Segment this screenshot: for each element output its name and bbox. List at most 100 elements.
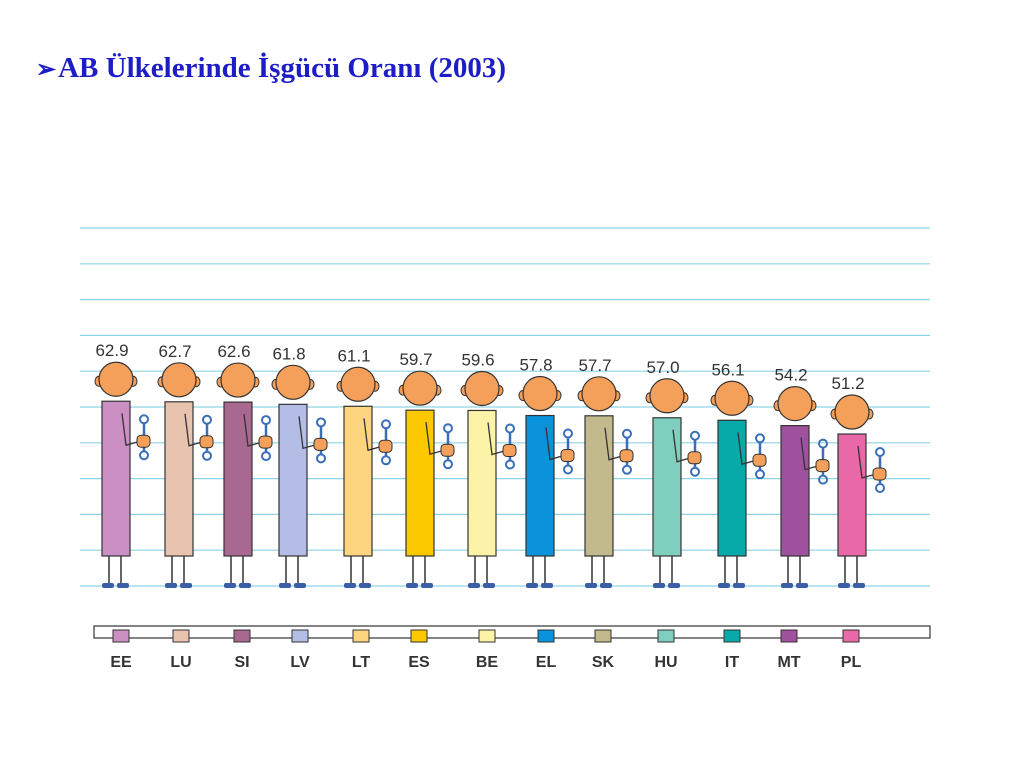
foot bbox=[718, 583, 730, 588]
head bbox=[161, 362, 197, 398]
tick-label: LU bbox=[170, 654, 191, 671]
bar bbox=[525, 414, 555, 557]
chart-legend: EE LU SI LV LT ES BE EL SK HU IT MT PL bbox=[93, 625, 931, 671]
wrench-icon bbox=[875, 483, 885, 493]
wrench-icon bbox=[443, 423, 453, 434]
hand bbox=[313, 437, 328, 451]
data-label: 57.8 bbox=[519, 356, 552, 375]
data-label: 56.1 bbox=[711, 360, 744, 379]
legend-swatch bbox=[410, 629, 428, 643]
wrench-icon bbox=[690, 430, 700, 441]
foot bbox=[653, 583, 665, 588]
hand bbox=[136, 434, 151, 448]
head bbox=[777, 386, 813, 422]
legend-swatch bbox=[723, 629, 741, 643]
hand bbox=[258, 435, 273, 449]
bar bbox=[278, 403, 308, 557]
wrench-icon bbox=[261, 451, 271, 462]
head bbox=[340, 366, 376, 402]
figure-be: 59.6 bbox=[460, 350, 517, 588]
hand bbox=[872, 467, 887, 481]
wrench-icon bbox=[875, 447, 885, 457]
wrench-icon bbox=[690, 466, 700, 477]
head bbox=[98, 361, 134, 397]
wrench-icon bbox=[261, 415, 271, 426]
hand bbox=[619, 449, 634, 463]
bar bbox=[164, 401, 194, 557]
foot bbox=[853, 583, 865, 588]
page-title-text: AB Ülkelerinde İşgücü Oranı (2003) bbox=[58, 52, 507, 84]
legend-swatch bbox=[478, 629, 496, 643]
wrench-icon bbox=[563, 428, 573, 439]
legend-swatch bbox=[780, 629, 798, 643]
foot bbox=[117, 583, 129, 588]
head bbox=[581, 376, 617, 412]
head bbox=[714, 380, 750, 416]
tick-label: LT bbox=[352, 654, 371, 671]
arm bbox=[857, 445, 877, 479]
arm bbox=[298, 416, 318, 450]
data-label: 62.6 bbox=[217, 342, 250, 361]
bar bbox=[467, 409, 497, 557]
foot bbox=[344, 583, 356, 588]
wrench-icon bbox=[755, 469, 765, 480]
head bbox=[834, 394, 870, 430]
bar bbox=[584, 415, 614, 557]
data-label: 57.7 bbox=[578, 356, 611, 375]
wrench-icon bbox=[818, 438, 828, 449]
foot bbox=[600, 583, 612, 588]
legend-swatch bbox=[233, 629, 251, 643]
data-label: 57.0 bbox=[646, 358, 679, 377]
arm bbox=[363, 418, 383, 452]
foot bbox=[239, 583, 251, 588]
hand bbox=[752, 453, 767, 467]
data-label: 62.7 bbox=[158, 342, 191, 361]
hand bbox=[199, 435, 214, 449]
hand bbox=[815, 459, 830, 473]
legend-swatch bbox=[842, 629, 860, 643]
page-title: ➢AB Ülkelerinde İşgücü Oranı (2003) bbox=[36, 52, 506, 85]
bar bbox=[223, 401, 253, 557]
foot bbox=[796, 583, 808, 588]
foot bbox=[421, 583, 433, 588]
tick-label: EL bbox=[536, 654, 557, 671]
arm bbox=[121, 413, 141, 447]
hand bbox=[440, 443, 455, 457]
bar bbox=[101, 400, 131, 557]
foot bbox=[165, 583, 177, 588]
bar bbox=[837, 433, 867, 557]
hand bbox=[687, 451, 702, 465]
arm bbox=[604, 427, 624, 461]
figure-ee: 62.9 bbox=[94, 341, 151, 588]
figure-es: 59.7 bbox=[398, 350, 455, 588]
wrench-icon bbox=[381, 419, 391, 430]
foot bbox=[279, 583, 291, 588]
arm bbox=[737, 432, 757, 466]
head bbox=[275, 364, 311, 400]
wrench-icon bbox=[443, 459, 453, 470]
foot bbox=[294, 583, 306, 588]
figure-pl: 51.2 bbox=[830, 374, 887, 588]
bar bbox=[343, 405, 373, 557]
arm bbox=[425, 422, 445, 456]
data-label: 62.9 bbox=[95, 341, 128, 360]
hand bbox=[560, 449, 575, 463]
data-label: 61.1 bbox=[337, 346, 370, 365]
foot bbox=[668, 583, 680, 588]
figure-el: 57.8 bbox=[518, 356, 575, 588]
data-label: 51.2 bbox=[831, 374, 864, 393]
figure-si: 62.6 bbox=[216, 342, 273, 588]
figure-it: 56.1 bbox=[710, 360, 767, 588]
bar bbox=[405, 409, 435, 557]
foot bbox=[468, 583, 480, 588]
legend-swatch bbox=[594, 629, 612, 643]
foot bbox=[359, 583, 371, 588]
data-label: 59.7 bbox=[399, 350, 432, 369]
legend-swatch bbox=[172, 629, 190, 643]
tick-label: HU bbox=[654, 654, 677, 671]
figure-lu: 62.7 bbox=[157, 342, 214, 588]
tick-label: IT bbox=[725, 654, 739, 671]
head bbox=[402, 370, 438, 406]
figure-lv: 61.8 bbox=[271, 344, 328, 588]
figure-hu: 57.0 bbox=[645, 358, 702, 588]
